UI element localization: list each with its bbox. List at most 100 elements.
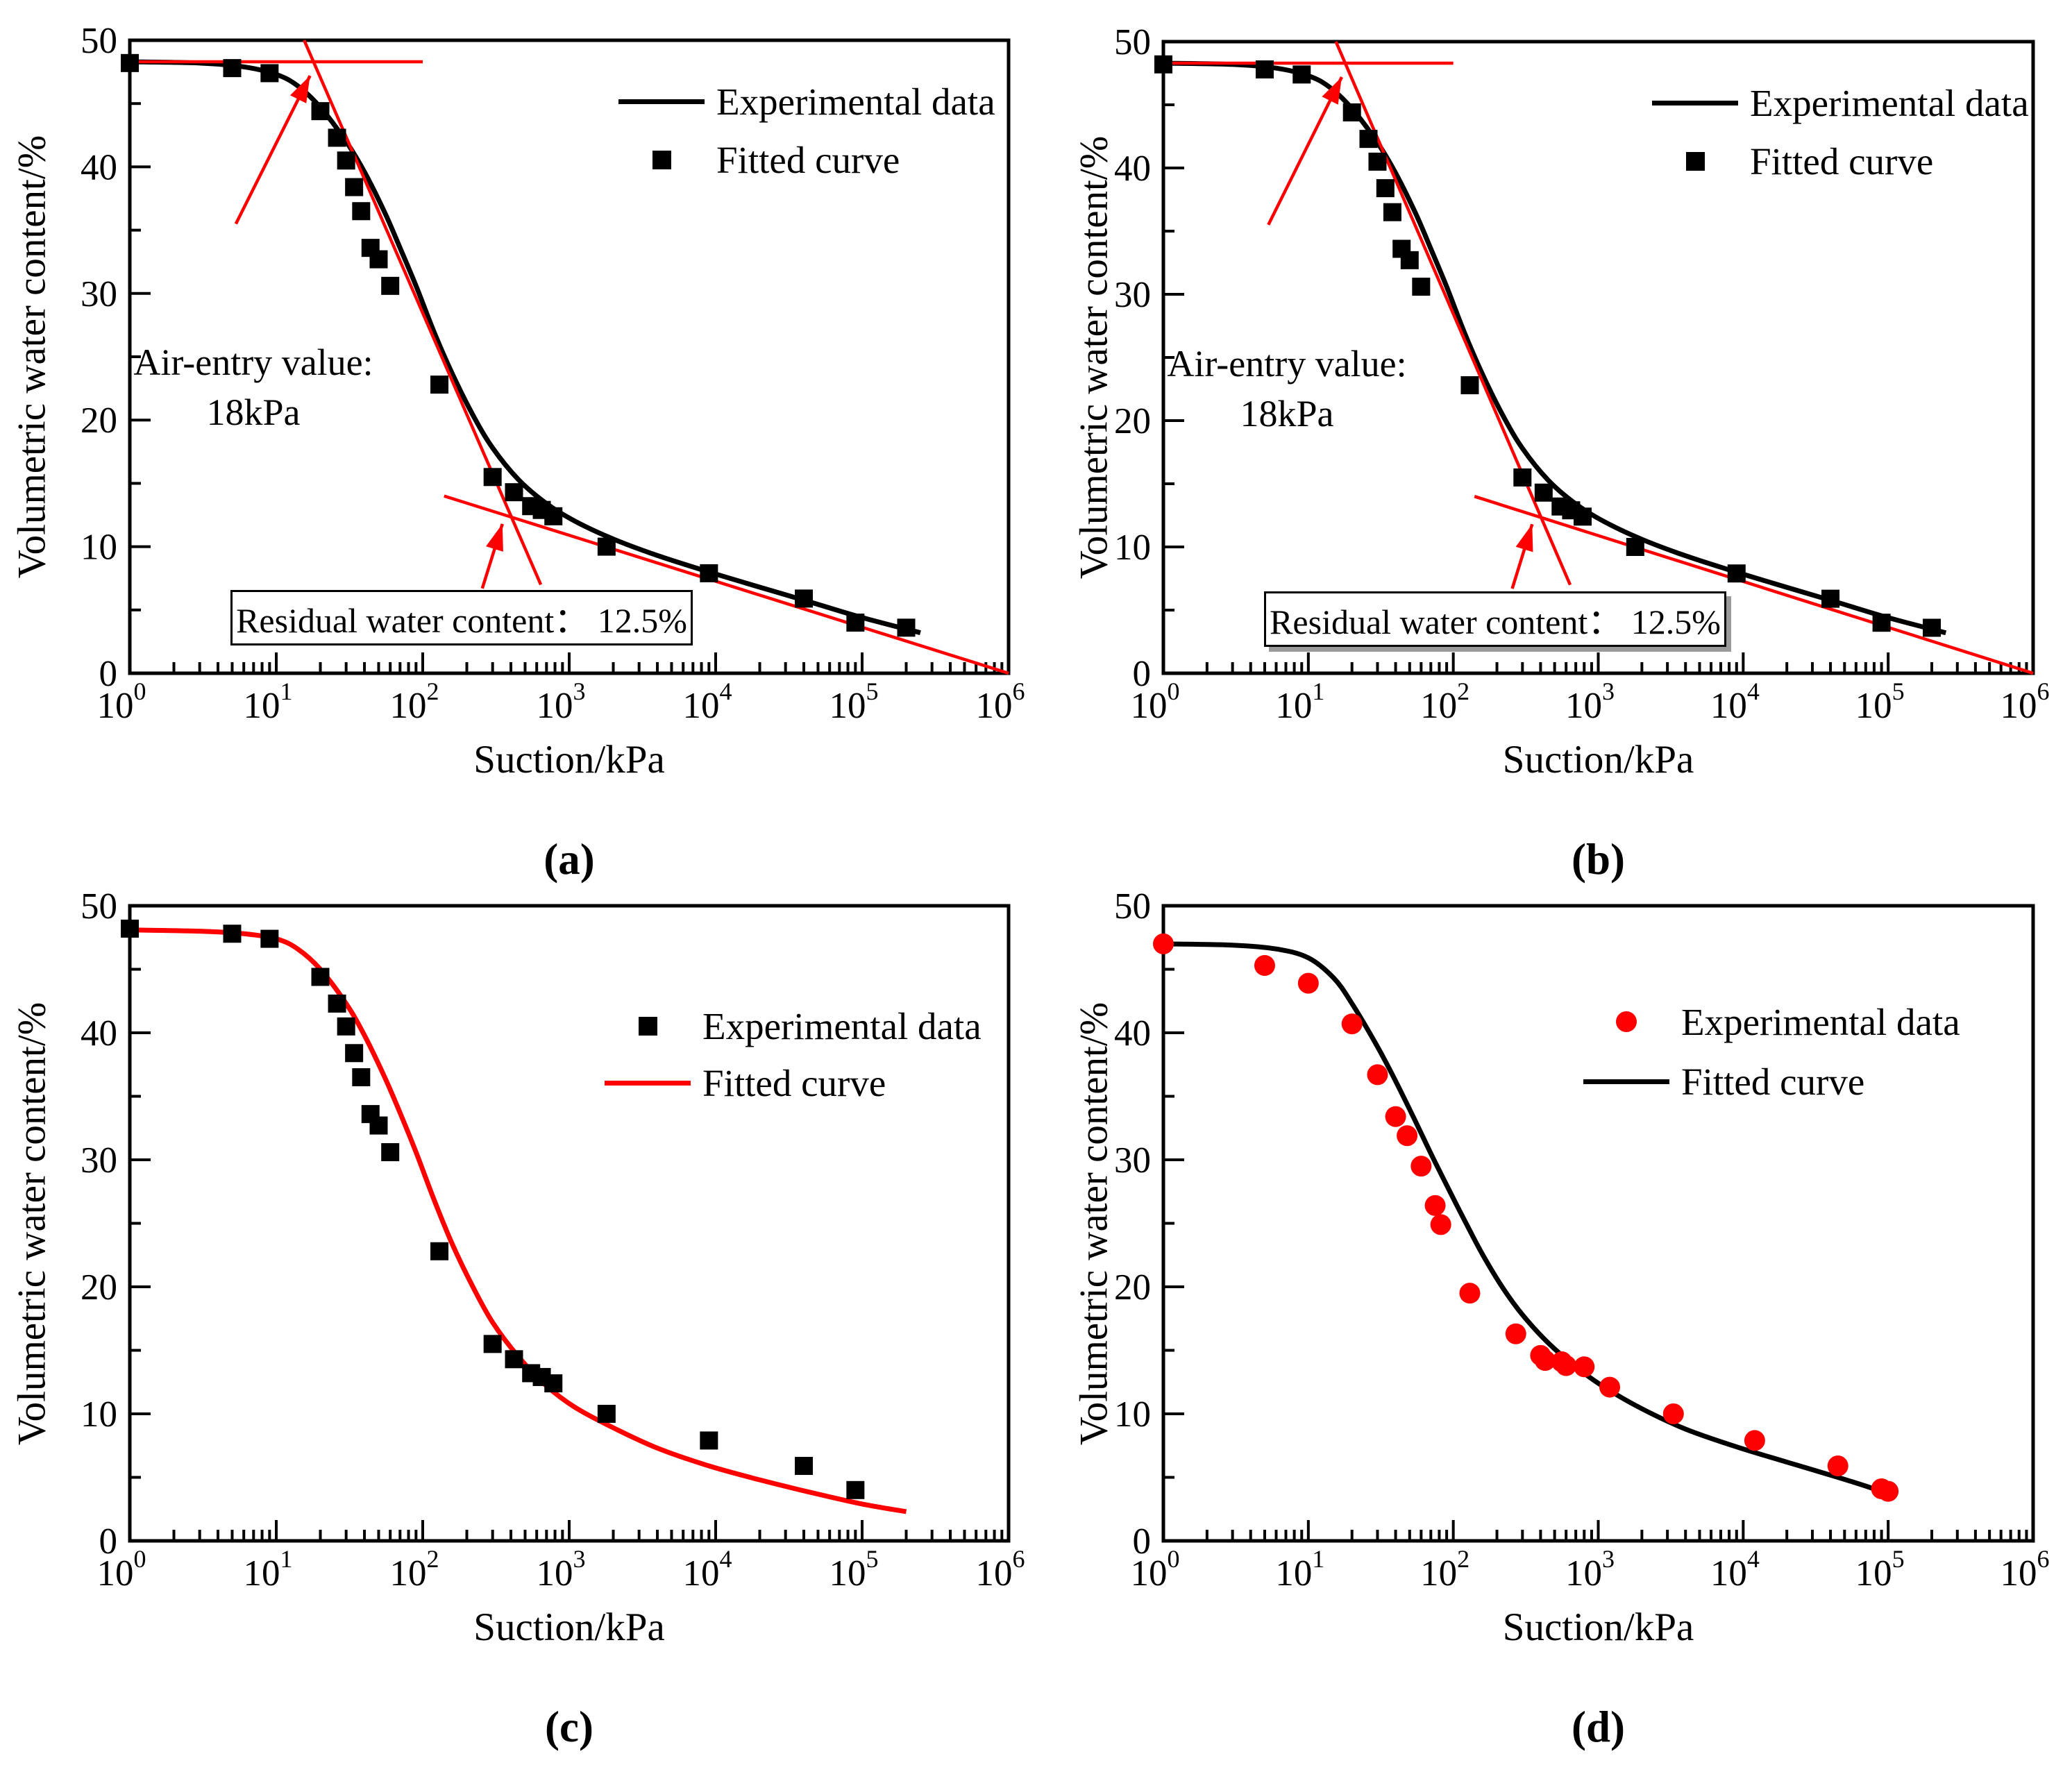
panel-a: 100 101 102 103 104 105 106 0 10 20 30 40 50 Volumet… [0, 0, 1062, 890]
legend: Experimental data Fitted curve [615, 72, 995, 189]
axis-ticks [1163, 103, 2028, 673]
legend-row: Fitted curve [1649, 132, 2029, 190]
y-tick-label: 20 [81, 400, 117, 441]
x-tick-label: 106 [976, 677, 1025, 726]
panel-caption: (d) [1572, 1703, 1625, 1751]
y-tick-label: 20 [1114, 401, 1151, 441]
residual-annotation-box: Residual water content： 12.5% [230, 590, 693, 645]
air-entry-annotation: Air-entry value: 18kPa [1065, 339, 1509, 439]
legend-marker-square [652, 150, 671, 169]
x-tick-label: 106 [2001, 677, 2050, 726]
legend-row: Experimental data [1649, 74, 2029, 132]
x-tick-label: 101 [1275, 1545, 1324, 1594]
legend-marker-line [605, 1080, 691, 1086]
x-tick-label: 106 [2001, 1545, 2050, 1594]
y-tick-label: 20 [81, 1267, 117, 1308]
legend: Experimental data Fitted curve [1649, 74, 2029, 190]
legend-row: Fitted curve [615, 130, 995, 189]
air-entry-line2: 18kPa [206, 391, 301, 433]
x-axis-label: Suction/kPa [473, 1605, 665, 1649]
y-tick-label: 0 [1133, 654, 1152, 694]
panel-caption: (a) [544, 835, 595, 884]
x-tick-label: 101 [244, 677, 293, 726]
y-tick-label: 40 [1114, 1013, 1151, 1054]
legend-label: Fitted curve [1681, 1060, 1865, 1103]
fitted-curve-path [1163, 941, 1892, 1498]
data-point-markers [121, 53, 916, 637]
legend-marker-line [1652, 100, 1738, 105]
x-tick-label: 104 [1710, 1545, 1760, 1594]
y-tick-label: 50 [81, 21, 117, 61]
y-tick-label: 0 [99, 1521, 118, 1562]
data-point-markers [1153, 933, 1899, 1502]
y-tick-label: 30 [1114, 1140, 1151, 1181]
x-tick-label: 105 [829, 1545, 879, 1594]
y-tick-label: 40 [81, 1013, 117, 1054]
air-entry-annotation: Air-entry value: 18kPa [31, 337, 475, 437]
x-axis-label: Suction/kPa [473, 738, 665, 782]
legend-row: Experimental data [615, 72, 995, 130]
legend-row: Fitted curve [601, 1054, 982, 1111]
axis-ticks [130, 102, 1004, 673]
y-tick-label: 30 [1114, 275, 1151, 315]
y-tick-label: 50 [81, 890, 117, 927]
y-tick-label: 40 [81, 147, 117, 187]
legend-label: Experimental data [716, 80, 995, 123]
x-tick-label: 104 [1710, 677, 1760, 726]
y-axis-label: Volumetric water content/% [1072, 1002, 1116, 1445]
x-tick-label: 105 [1855, 677, 1905, 726]
legend-marker-square [1685, 151, 1705, 171]
legend-label: Experimental data [702, 1004, 982, 1047]
air-entry-line2: 18kPa [1240, 393, 1334, 434]
y-tick-label: 10 [81, 527, 117, 568]
residual-annotation-box: Residual water content： 12.5% [1264, 591, 1726, 647]
y-tick-label: 20 [1114, 1267, 1151, 1308]
legend-marker-circle [1616, 1011, 1637, 1032]
x-axis-label: Suction/kPa [1502, 738, 1694, 782]
y-tick-label: 10 [81, 1394, 117, 1435]
legend-label: Experimental data [1750, 81, 2029, 124]
legend: Experimental data Fitted curve [601, 997, 982, 1111]
x-axis-label: Suction/kPa [1502, 1605, 1694, 1649]
panel-b: 100 101 102 103 104 105 106 0 10 20 30 40 50 Volumet… [1062, 0, 2072, 890]
legend-marker-line [618, 99, 705, 104]
legend-label: Fitted curve [702, 1061, 886, 1104]
y-tick-label: 0 [1133, 1521, 1152, 1562]
y-tick-label: 50 [1114, 22, 1151, 62]
x-tick-label: 101 [244, 1545, 293, 1594]
legend-marker-line [1583, 1079, 1669, 1084]
legend-row: Experimental data [601, 997, 982, 1054]
y-tick-label: 10 [1114, 1394, 1151, 1435]
panel-caption: (c) [545, 1703, 593, 1751]
air-entry-line1: Air-entry value: [133, 341, 373, 383]
legend-row: Experimental data [1580, 992, 1960, 1052]
x-tick-label: 104 [683, 1545, 732, 1594]
x-tick-label: 102 [390, 677, 439, 726]
x-tick-label: 102 [1420, 677, 1469, 726]
legend-row: Fitted curve [1580, 1052, 1960, 1111]
y-tick-label: 0 [99, 654, 118, 694]
x-tick-label: 103 [1565, 1545, 1615, 1594]
x-tick-label: 103 [537, 1545, 586, 1594]
x-tick-label: 102 [1420, 1545, 1469, 1594]
panel-d: 100 101 102 103 104 105 106 0 10 20 30 40 50 Volumet… [1062, 890, 2072, 1781]
x-tick-label: 103 [1565, 677, 1615, 726]
fitted-curve-path [129, 59, 921, 636]
y-tick-label: 10 [1114, 527, 1151, 568]
data-point-markers [121, 919, 865, 1499]
legend: Experimental data Fitted curve [1580, 992, 1960, 1111]
x-tick-label: 104 [683, 677, 732, 726]
x-tick-label: 105 [1855, 1545, 1905, 1594]
legend-label: Fitted curve [1750, 140, 1934, 183]
legend-label: Experimental data [1681, 1000, 1960, 1043]
legend-label: Fitted curve [716, 138, 900, 181]
x-tick-label: 103 [537, 677, 586, 726]
axis-ticks [1163, 968, 2028, 1541]
x-tick-label: 105 [829, 677, 879, 726]
